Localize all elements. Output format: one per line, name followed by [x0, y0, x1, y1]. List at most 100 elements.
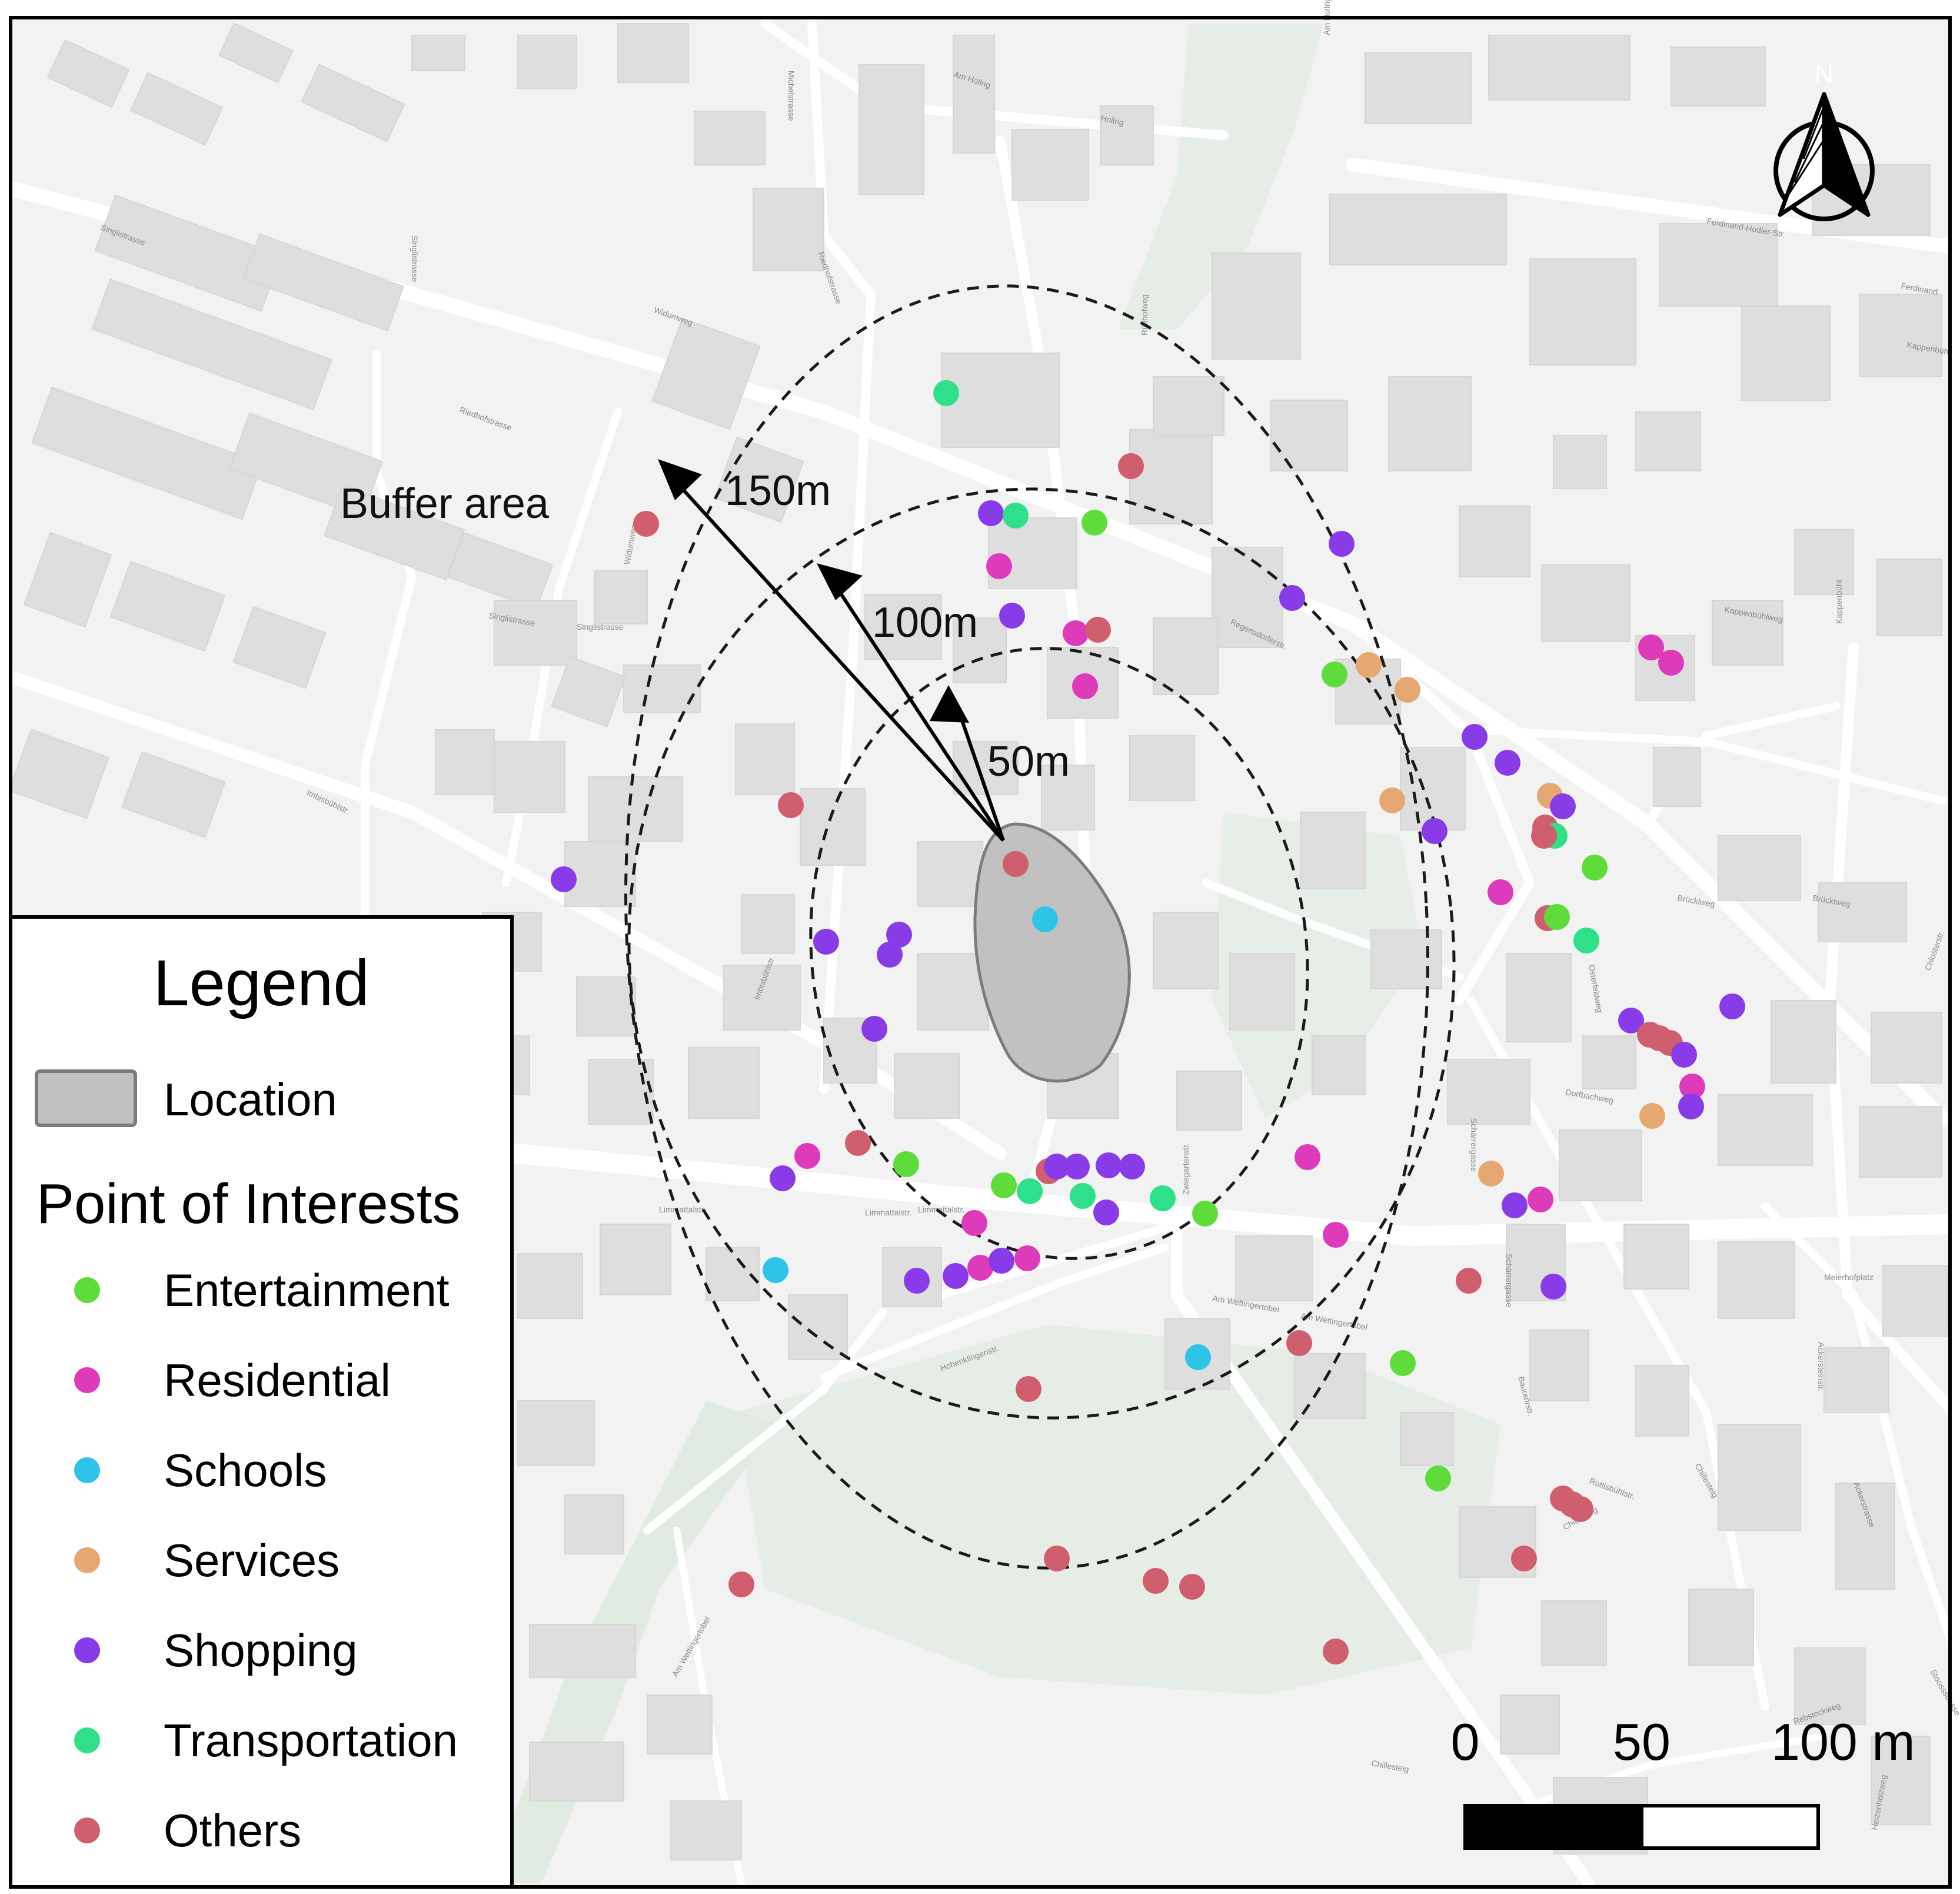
- poi-entertainment-marker: [1425, 1466, 1451, 1491]
- legend-title: Legend: [153, 947, 369, 1019]
- poi-shopping-marker: [1671, 1042, 1697, 1068]
- legend-schools-label: Schools: [164, 1444, 327, 1496]
- arrow-150m: [675, 481, 1005, 842]
- poi-transportation-marker: [1017, 1178, 1043, 1204]
- poi-points: [551, 380, 1745, 1664]
- poi-entertainment-marker: [1192, 1201, 1218, 1227]
- radius-arrows: [658, 459, 1005, 842]
- poi-entertainment-marker: [991, 1172, 1017, 1198]
- street-label: Singlistrasse: [410, 235, 420, 283]
- street-label: Schärrergasse: [1505, 1254, 1514, 1307]
- poi-residential-marker: [1063, 620, 1089, 646]
- street-label: Rütihofweg: [1140, 294, 1149, 335]
- poi-shopping-marker: [1064, 1154, 1090, 1179]
- scale-label-0: 0: [1451, 1713, 1480, 1771]
- legend-entertainment-label: Entertainment: [164, 1264, 450, 1316]
- legend-poi-title: Point of Interests: [36, 1172, 460, 1235]
- poi-shopping-marker: [1540, 1274, 1566, 1300]
- poi-shopping-marker: [943, 1263, 969, 1289]
- legend-shopping-label: Shopping: [164, 1624, 358, 1676]
- poi-shopping-marker: [999, 603, 1025, 629]
- poi-residential-marker: [1014, 1245, 1040, 1271]
- map-frame: [9, 16, 1952, 1889]
- legend-others-label: Others: [164, 1805, 301, 1856]
- poi-others-marker: [1568, 1496, 1593, 1522]
- poi-others-marker: [778, 792, 804, 818]
- legend-residential-marker: [74, 1367, 100, 1393]
- poi-shopping-marker: [1678, 1094, 1704, 1119]
- poi-schools-marker: [763, 1257, 788, 1283]
- poi-shopping-marker: [1044, 1154, 1070, 1179]
- buffer-ring-50m: [809, 647, 1309, 1260]
- poi-residential-marker: [1658, 650, 1684, 676]
- legend-items: Entertainment Residential Schools Services S…: [74, 1264, 458, 1856]
- legend-location-swatch: [35, 1069, 137, 1127]
- street-label: Limmattalstr.: [659, 1205, 706, 1214]
- poi-entertainment-marker: [1544, 904, 1570, 930]
- street-label: Michelstrasse: [787, 71, 796, 121]
- poi-transportation-marker: [1573, 928, 1599, 953]
- poi-residential-marker: [1528, 1187, 1553, 1212]
- ring-label-50m: 50m: [987, 738, 1070, 785]
- poi-shopping-marker: [1719, 993, 1745, 1019]
- poi-others-marker: [1016, 1376, 1041, 1402]
- scale-bar-segment-white: [1640, 1804, 1820, 1850]
- ring-label-100m: 100m: [872, 599, 978, 646]
- poi-shopping-marker: [1550, 793, 1576, 819]
- poi-others-marker: [1531, 823, 1557, 849]
- poi-shopping-marker: [551, 866, 577, 892]
- poi-schools-marker: [1185, 1344, 1211, 1370]
- poi-entertainment-marker: [1322, 662, 1347, 687]
- legend-shopping-marker: [74, 1637, 100, 1663]
- buffer-ring-100m: [627, 487, 1456, 1420]
- arrowhead-50m: [930, 685, 969, 723]
- poi-residential-marker: [1488, 879, 1513, 905]
- poi-others-marker: [1456, 1268, 1482, 1294]
- poi-shopping-marker: [1279, 585, 1305, 611]
- street-label: Meierhofplatz: [1824, 1272, 1874, 1282]
- park-area: [1212, 812, 1424, 1118]
- poi-residential-marker: [794, 1143, 820, 1169]
- poi-others-marker: [1143, 1568, 1169, 1594]
- poi-residential-marker: [1679, 1074, 1705, 1099]
- poi-services-marker: [1478, 1161, 1504, 1187]
- scale-bar: 0 50 100 m: [1451, 1713, 1915, 1850]
- north-arrow: N: [1773, 59, 1875, 221]
- arrow-100m: [834, 584, 1005, 842]
- poi-shopping-marker: [1096, 1152, 1122, 1178]
- poi-shopping-marker: [1495, 750, 1520, 776]
- legend-services-marker: [74, 1547, 100, 1573]
- legend-residential-label: Residential: [164, 1354, 391, 1406]
- poi-others-marker: [1511, 1546, 1537, 1571]
- legend-transportation-label: Transportation: [164, 1714, 458, 1766]
- poi-others-marker: [633, 511, 659, 537]
- street-label: Ackersteinstr.: [1816, 1342, 1826, 1391]
- poi-residential-marker: [961, 1210, 987, 1236]
- poi-services-marker: [1395, 677, 1420, 703]
- building-footprints: [8, 22, 1948, 1860]
- arrow-50m: [954, 703, 1005, 841]
- poi-transportation-marker: [933, 380, 959, 406]
- poi-shopping-marker: [886, 922, 912, 948]
- poi-residential-marker: [1638, 634, 1664, 660]
- north-label: N: [1815, 59, 1833, 88]
- buffer-area-label: Buffer area: [340, 480, 550, 527]
- poi-shopping-marker: [770, 1165, 796, 1191]
- poi-others-marker: [728, 1571, 754, 1597]
- poi-services-marker: [1379, 787, 1405, 813]
- legend-transportation-marker: [74, 1727, 100, 1753]
- poi-others-marker: [1323, 1639, 1349, 1664]
- street-label: Schärrergasse: [1469, 1118, 1479, 1172]
- poi-shopping-marker: [1462, 724, 1488, 750]
- poi-shopping-marker: [861, 1016, 887, 1042]
- poi-shopping-marker: [1422, 818, 1447, 844]
- poi-shopping-marker: [1329, 531, 1355, 557]
- street-label: Singlistrasse: [577, 622, 624, 632]
- poi-others-marker: [1286, 1330, 1312, 1356]
- poi-shopping-marker: [978, 500, 1004, 526]
- poi-shopping-marker: [989, 1248, 1014, 1274]
- poi-shopping-marker: [904, 1268, 930, 1294]
- poi-shopping-marker: [1119, 1154, 1145, 1179]
